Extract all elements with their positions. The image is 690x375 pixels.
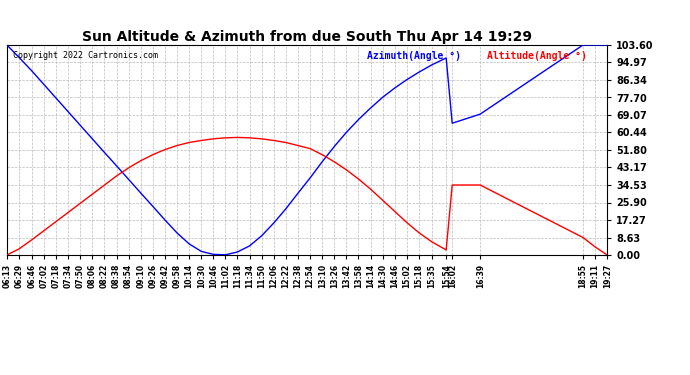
- Title: Sun Altitude & Azimuth from due South Thu Apr 14 19:29: Sun Altitude & Azimuth from due South Th…: [82, 30, 532, 44]
- Text: Copyright 2022 Cartronics.com: Copyright 2022 Cartronics.com: [13, 51, 158, 60]
- Text: Altitude(Angle °): Altitude(Angle °): [487, 51, 587, 62]
- Text: Azimuth(Angle °): Azimuth(Angle °): [367, 51, 461, 62]
